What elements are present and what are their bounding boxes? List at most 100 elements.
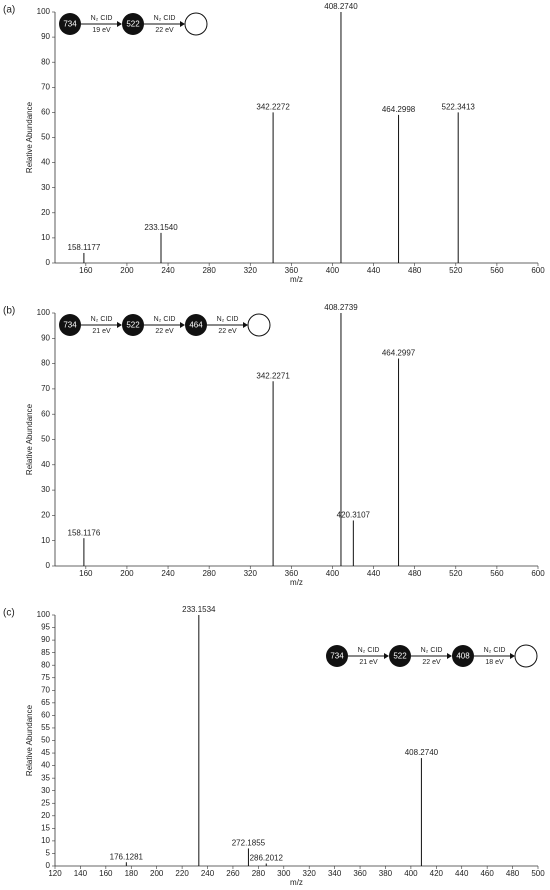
- step-energy: 21 eV: [92, 328, 111, 335]
- precursor-node: [59, 13, 81, 35]
- panel-label: (b): [3, 306, 15, 317]
- y-tick-label: 0: [46, 861, 51, 870]
- peak-label: 158.1177: [68, 243, 101, 252]
- y-tick-label: 35: [41, 773, 50, 782]
- y-tick-label: 70: [41, 685, 50, 694]
- x-tick-label: 160: [79, 569, 93, 578]
- x-tick-label: 320: [303, 869, 317, 878]
- x-axis-label: m/z: [290, 878, 303, 887]
- arrow-head: [180, 322, 185, 328]
- x-tick-label: 320: [244, 266, 258, 275]
- y-tick-label: 0: [46, 561, 51, 570]
- x-tick-label: 160: [99, 869, 113, 878]
- step-energy: 22 eV: [422, 659, 441, 666]
- node-label: 464: [189, 321, 203, 330]
- x-tick-label: 600: [531, 266, 545, 275]
- arrow-head: [384, 653, 389, 659]
- peak-label: 464.2998: [382, 105, 416, 114]
- x-tick-label: 360: [285, 266, 299, 275]
- step-energy: 22 eV: [155, 27, 174, 34]
- y-tick-label: 60: [41, 409, 50, 418]
- y-tick-label: 90: [41, 32, 50, 41]
- x-tick-label: 180: [125, 869, 139, 878]
- panel-label: (c): [3, 608, 15, 619]
- precursor-node: [122, 314, 144, 336]
- x-tick-label: 440: [367, 569, 381, 578]
- step-energy: 22 eV: [155, 328, 174, 335]
- arrow-head: [180, 21, 185, 27]
- precursor-node: [122, 13, 144, 35]
- peak-label: 342.2272: [256, 103, 290, 112]
- x-tick-label: 240: [161, 266, 175, 275]
- step-gas: N₂ CID: [484, 647, 506, 654]
- panel-label: (a): [3, 5, 15, 16]
- x-tick-label: 120: [48, 869, 62, 878]
- step-gas: N₂ CID: [217, 316, 239, 323]
- peak-label: 176.1281: [110, 852, 144, 861]
- x-tick-label: 220: [175, 869, 189, 878]
- peak-label: 522.3413: [442, 103, 476, 112]
- x-tick-label: 360: [285, 569, 299, 578]
- y-tick-label: 25: [41, 798, 50, 807]
- y-tick-label: 50: [41, 736, 50, 745]
- y-tick-label: 80: [41, 57, 50, 66]
- y-tick-label: 60: [41, 108, 50, 117]
- x-tick-label: 400: [404, 869, 418, 878]
- arrow-head: [117, 322, 122, 328]
- y-tick-label: 90: [41, 635, 50, 644]
- y-tick-label: 70: [41, 82, 50, 91]
- y-tick-label: 60: [41, 711, 50, 720]
- product-node: [184, 12, 208, 36]
- y-tick-label: 75: [41, 673, 50, 682]
- y-axis-label: Relative Abundance: [25, 403, 34, 475]
- y-tick-label: 20: [41, 811, 50, 820]
- arrow-head: [243, 322, 248, 328]
- x-tick-label: 280: [202, 266, 216, 275]
- peak-label: 408.2740: [405, 748, 439, 757]
- y-tick-label: 70: [41, 384, 50, 393]
- y-tick-label: 30: [41, 485, 50, 494]
- y-tick-label: 5: [46, 849, 51, 858]
- x-tick-label: 460: [480, 869, 494, 878]
- x-tick-label: 380: [379, 869, 393, 878]
- y-tick-label: 55: [41, 723, 50, 732]
- y-tick-label: 80: [41, 660, 50, 669]
- x-tick-label: 440: [367, 266, 381, 275]
- precursor-node: [185, 314, 207, 336]
- y-tick-label: 100: [37, 610, 51, 619]
- peak-label: 342.2271: [256, 371, 290, 380]
- x-tick-label: 480: [408, 266, 422, 275]
- x-tick-label: 160: [79, 266, 93, 275]
- y-tick-label: 50: [41, 435, 50, 444]
- y-tick-label: 80: [41, 359, 50, 368]
- peak-label: 233.1540: [144, 223, 178, 232]
- y-tick-label: 40: [41, 460, 50, 469]
- y-tick-label: 30: [41, 786, 50, 795]
- x-tick-label: 240: [201, 869, 215, 878]
- precursor-node: [326, 645, 348, 667]
- y-tick-label: 100: [37, 308, 51, 317]
- peak-label: 464.2997: [382, 349, 416, 358]
- y-tick-label: 10: [41, 233, 50, 242]
- y-tick-label: 40: [41, 158, 50, 167]
- step-gas: N₂ CID: [91, 316, 113, 323]
- product-node: [247, 313, 271, 337]
- y-tick-label: 100: [37, 7, 51, 16]
- node-label: 522: [126, 20, 140, 29]
- node-label: 522: [126, 321, 140, 330]
- step-gas: N₂ CID: [154, 316, 176, 323]
- y-tick-label: 20: [41, 511, 50, 520]
- node-label: 522: [393, 652, 407, 661]
- x-tick-label: 480: [408, 569, 422, 578]
- x-tick-label: 560: [490, 569, 504, 578]
- x-tick-label: 320: [244, 569, 258, 578]
- x-tick-label: 140: [74, 869, 88, 878]
- x-tick-label: 420: [430, 869, 444, 878]
- y-tick-label: 10: [41, 836, 50, 845]
- node-label: 734: [63, 20, 77, 29]
- y-tick-label: 45: [41, 748, 50, 757]
- product-node: [514, 644, 538, 668]
- node-label: 734: [330, 652, 344, 661]
- peak-label: 420.3107: [337, 511, 371, 520]
